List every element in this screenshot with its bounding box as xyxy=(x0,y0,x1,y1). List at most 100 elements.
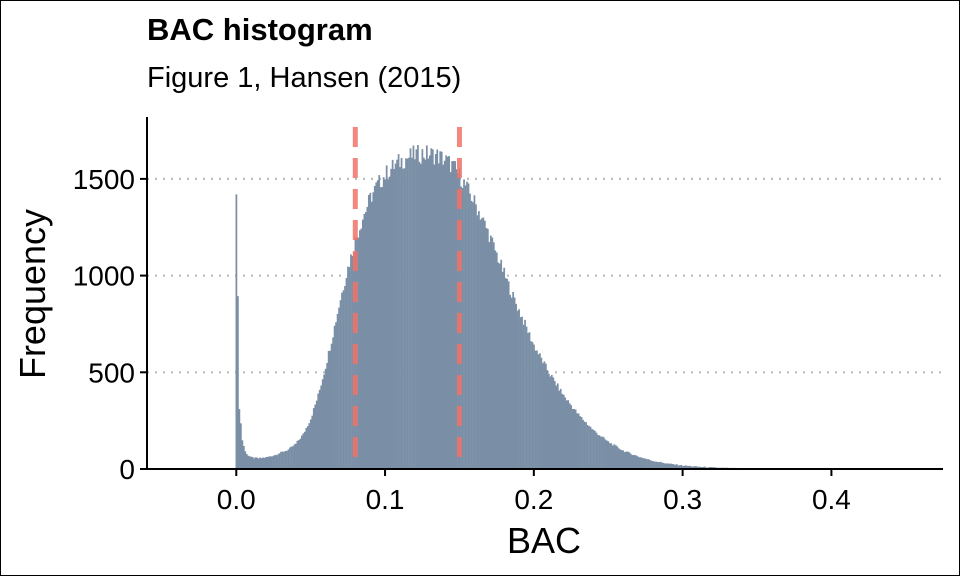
histogram-bar xyxy=(482,217,485,469)
histogram-bar xyxy=(525,326,528,469)
y-tick-labels: 0 500 1000 1500 xyxy=(73,164,135,485)
histogram-bar xyxy=(280,451,282,469)
histogram-bar xyxy=(613,444,616,469)
histogram-bar xyxy=(387,179,390,469)
histogram-bar xyxy=(455,169,458,469)
histogram-bar xyxy=(290,446,293,469)
histogram-bar xyxy=(390,168,393,469)
histogram-bar xyxy=(265,457,268,469)
histogram-bar xyxy=(448,156,451,470)
histogram-bar xyxy=(562,394,565,469)
histogram-bar xyxy=(244,451,247,469)
histogram-bar xyxy=(672,464,675,469)
histogram-bar xyxy=(655,461,657,469)
histogram-bar xyxy=(501,271,504,469)
histogram-bar xyxy=(385,165,388,469)
histogram-bar xyxy=(597,434,599,469)
histogram-bar xyxy=(580,417,583,469)
histogram-bar xyxy=(601,436,604,469)
histogram-bar xyxy=(351,255,354,469)
histogram-bar xyxy=(631,454,634,469)
histogram-bar xyxy=(412,145,415,469)
histogram-bar xyxy=(393,169,395,469)
histogram-bar xyxy=(571,409,574,469)
histogram-bar xyxy=(576,413,578,469)
x-tick-label: 0.2 xyxy=(514,484,553,515)
histogram-bar xyxy=(293,444,296,469)
histogram-bar xyxy=(439,151,442,469)
histogram-bar xyxy=(498,263,501,469)
histogram-bar xyxy=(295,443,297,469)
histogram-bar xyxy=(650,460,653,469)
histogram-bar xyxy=(372,192,375,469)
histogram-bar xyxy=(614,445,617,469)
histogram-bar xyxy=(308,423,311,469)
histogram-bar xyxy=(315,400,318,469)
histogram-bar xyxy=(686,465,689,469)
histogram-bar xyxy=(388,176,391,469)
histogram-bar xyxy=(314,404,317,469)
histogram-bar xyxy=(333,325,336,469)
histogram-bar xyxy=(445,155,448,469)
histogram-bar xyxy=(330,343,333,469)
histogram-bar xyxy=(300,435,303,469)
histogram-bar xyxy=(626,451,629,469)
histogram-bar xyxy=(275,455,278,469)
histogram-bar xyxy=(531,342,534,469)
histogram-bar xyxy=(370,201,373,470)
histogram-bar xyxy=(617,448,620,469)
histogram-bar xyxy=(260,458,263,469)
histogram-bar xyxy=(704,466,706,469)
histogram-bar xyxy=(321,379,324,469)
histogram-bar xyxy=(332,337,334,469)
histogram-bar xyxy=(451,161,454,470)
histogram-bar xyxy=(513,297,516,469)
histogram-bar xyxy=(506,278,509,469)
histogram-bar xyxy=(667,463,669,469)
histogram-bar xyxy=(336,313,339,469)
histogram-bar xyxy=(289,447,291,469)
histogram-bar xyxy=(463,179,465,469)
histogram-bar xyxy=(573,409,576,469)
histogram-bar xyxy=(521,316,523,469)
histogram-bar xyxy=(248,456,251,469)
histogram-bar xyxy=(339,300,342,469)
histogram-bar xyxy=(424,159,427,469)
axes xyxy=(140,117,943,476)
histogram-bar xyxy=(543,361,546,469)
histogram-bar xyxy=(585,422,587,469)
threshold-lines xyxy=(352,127,462,469)
histogram-bar xyxy=(335,322,337,469)
histogram-bar xyxy=(565,400,568,469)
histogram-bar xyxy=(443,160,446,470)
histogram-bar xyxy=(539,353,541,469)
histogram-bar xyxy=(360,228,363,469)
histogram-bar xyxy=(619,449,622,469)
histogram-bar xyxy=(440,151,443,470)
histogram-bar xyxy=(491,237,494,469)
histogram-bar xyxy=(512,291,515,469)
histogram-bar xyxy=(341,292,343,469)
histogram-bar xyxy=(625,451,628,469)
histogram-bar xyxy=(446,156,449,469)
histogram-bar xyxy=(659,461,662,469)
histogram-bar xyxy=(384,179,387,469)
y-tick-label: 500 xyxy=(88,357,135,388)
histogram-bar xyxy=(702,466,705,469)
histogram-bar xyxy=(298,440,300,469)
y-tick-label: 1000 xyxy=(73,261,135,292)
y-tick-label: 1500 xyxy=(73,164,135,195)
histogram-bar xyxy=(303,431,306,469)
histogram-bar xyxy=(400,157,403,469)
histogram-bar xyxy=(329,350,331,469)
histogram-bar xyxy=(470,200,473,469)
histogram-bar xyxy=(553,381,556,469)
histogram-bar xyxy=(696,466,699,469)
x-axis-label: BAC xyxy=(507,520,581,561)
histogram-bar xyxy=(344,285,346,469)
histogram-bar xyxy=(427,158,430,469)
histogram-bar xyxy=(561,393,564,469)
histogram-bar xyxy=(338,307,340,469)
histogram-bar xyxy=(687,465,690,469)
histogram-bar xyxy=(348,266,351,469)
